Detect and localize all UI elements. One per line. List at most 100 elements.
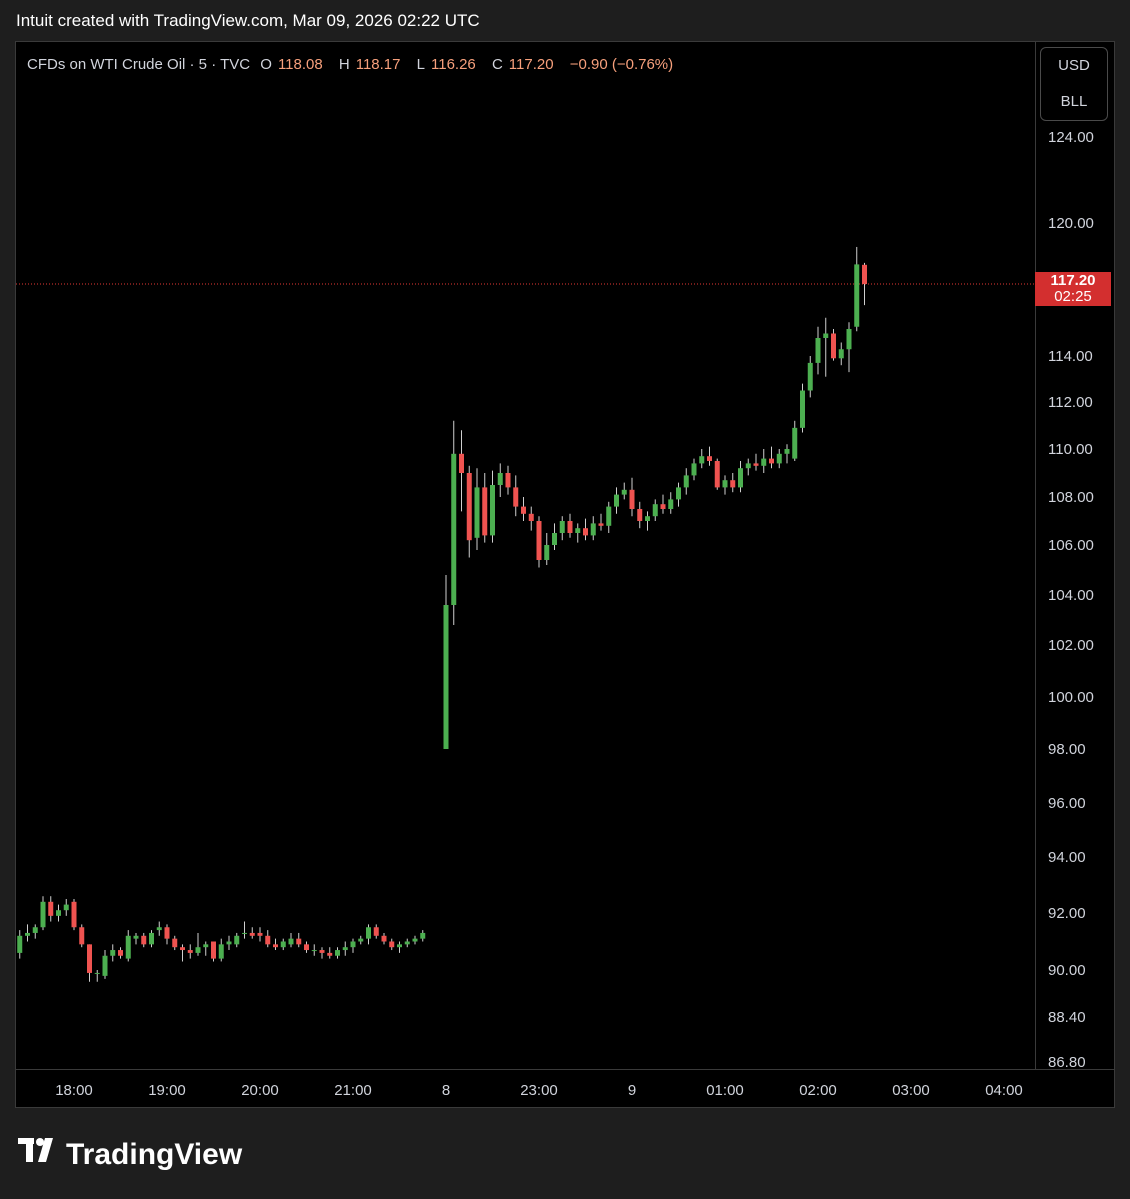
plot-area[interactable]: CFDs on WTI Crude Oil · 5 · TVC O 118.08 …	[16, 42, 1035, 1069]
time-tick-label: 9	[628, 1082, 636, 1099]
candle	[862, 262, 867, 306]
currency-label[interactable]: USD	[1058, 57, 1090, 74]
candle	[102, 950, 108, 979]
candle	[94, 970, 100, 982]
candle	[637, 501, 643, 529]
candle	[412, 935, 418, 945]
candle-body	[118, 950, 123, 956]
candle-body	[753, 463, 759, 466]
candle	[342, 941, 348, 956]
candle	[40, 896, 46, 931]
candle	[273, 938, 278, 951]
candle-body	[862, 264, 867, 284]
candle-body	[79, 927, 85, 945]
price-tick-label: 124.00	[1048, 129, 1094, 146]
candle	[583, 518, 588, 541]
candle	[621, 482, 627, 500]
candle-body	[590, 523, 596, 536]
time-tick-label: 23:00	[520, 1082, 558, 1099]
candle-body	[645, 516, 650, 521]
price-axis[interactable]: 124.00 120.00 114.00 112.00 110.00 108.00 106.…	[1035, 42, 1115, 1069]
price-tick-label: 112.00	[1048, 394, 1093, 411]
candle-body	[335, 950, 340, 956]
candle	[180, 944, 185, 962]
candle-body	[358, 938, 364, 942]
candle	[48, 896, 54, 922]
symbol-name[interactable]: CFDs on WTI Crude Oil · 5 · TVC	[27, 56, 251, 73]
candle-body	[234, 935, 240, 945]
candle	[443, 575, 449, 749]
candle	[668, 492, 674, 514]
time-axis[interactable]: 18:00 19:00 20:00 21:00 8 23:00 9 01:00 02:00 03:…	[16, 1069, 1114, 1108]
candle-body	[761, 458, 767, 466]
candles-layer	[16, 246, 1035, 982]
time-tick-label: 20:00	[241, 1082, 279, 1099]
candle	[606, 501, 612, 533]
candle-body	[838, 349, 844, 359]
candle	[358, 935, 364, 945]
candle	[513, 475, 519, 517]
candle	[149, 930, 154, 948]
candle-body	[48, 901, 54, 916]
candle	[807, 356, 813, 398]
candle	[32, 924, 38, 939]
candle-body	[319, 950, 325, 953]
candle	[226, 935, 232, 951]
candle-body	[350, 941, 356, 948]
candle-body	[490, 485, 495, 536]
candle-body	[381, 935, 387, 942]
candle-body	[714, 461, 720, 488]
attribution-text: Intuit created with TradingView.com, Mar…	[16, 11, 480, 30]
symbol-legend: CFDs on WTI Crude Oil · 5 · TVC O 118.08 …	[27, 56, 679, 73]
candle-body	[482, 487, 488, 536]
candle	[164, 924, 170, 945]
candle	[466, 465, 472, 558]
candle-body	[211, 941, 216, 959]
price-tick-label: 90.00	[1048, 962, 1086, 979]
candle	[714, 458, 720, 490]
candle	[474, 468, 480, 550]
candle-body	[102, 955, 108, 976]
time-tick-label: 03:00	[892, 1082, 930, 1099]
candle-body	[621, 489, 627, 495]
candle	[249, 927, 255, 939]
candle-body	[125, 935, 131, 959]
candle	[63, 899, 69, 916]
candle-body	[823, 333, 829, 338]
candle-body	[17, 935, 23, 953]
candle	[404, 938, 410, 948]
time-tick-label: 18:00	[55, 1082, 93, 1099]
candle	[590, 516, 596, 541]
candle-body	[513, 487, 519, 507]
unit-label[interactable]: BLL	[1060, 93, 1088, 110]
price-axis-labels: 124.00 120.00 114.00 112.00 110.00 108.00 106.…	[1048, 129, 1094, 1069]
candle-body	[459, 453, 464, 473]
candle	[280, 938, 286, 951]
candle-body	[404, 941, 410, 945]
candle	[691, 458, 697, 481]
candle-body	[443, 605, 449, 749]
time-axis-labels: 18:00 19:00 20:00 21:00 8 23:00 9 01:00 02:00 03:…	[55, 1082, 1023, 1099]
candle-body	[389, 941, 395, 948]
candle	[56, 904, 61, 922]
candle-body	[195, 947, 201, 953]
price-tick-label: 102.00	[1048, 637, 1094, 654]
candle	[187, 944, 193, 959]
candle	[800, 383, 805, 433]
candle-body	[707, 456, 712, 461]
candle	[629, 477, 635, 517]
candle	[118, 947, 123, 959]
currency-unit-selector[interactable]: USD BLL	[1040, 47, 1108, 121]
candle	[854, 246, 860, 332]
candle	[373, 924, 379, 939]
low-label: L	[416, 56, 425, 73]
high-label: H	[338, 56, 350, 73]
time-tick-label: 19:00	[148, 1082, 186, 1099]
candle	[745, 458, 751, 476]
candle	[17, 930, 23, 959]
candle-body	[831, 333, 836, 359]
candle	[79, 924, 85, 948]
bar-countdown: 02:25	[1054, 288, 1092, 305]
candle-body	[730, 480, 736, 488]
candle-body	[575, 528, 581, 533]
